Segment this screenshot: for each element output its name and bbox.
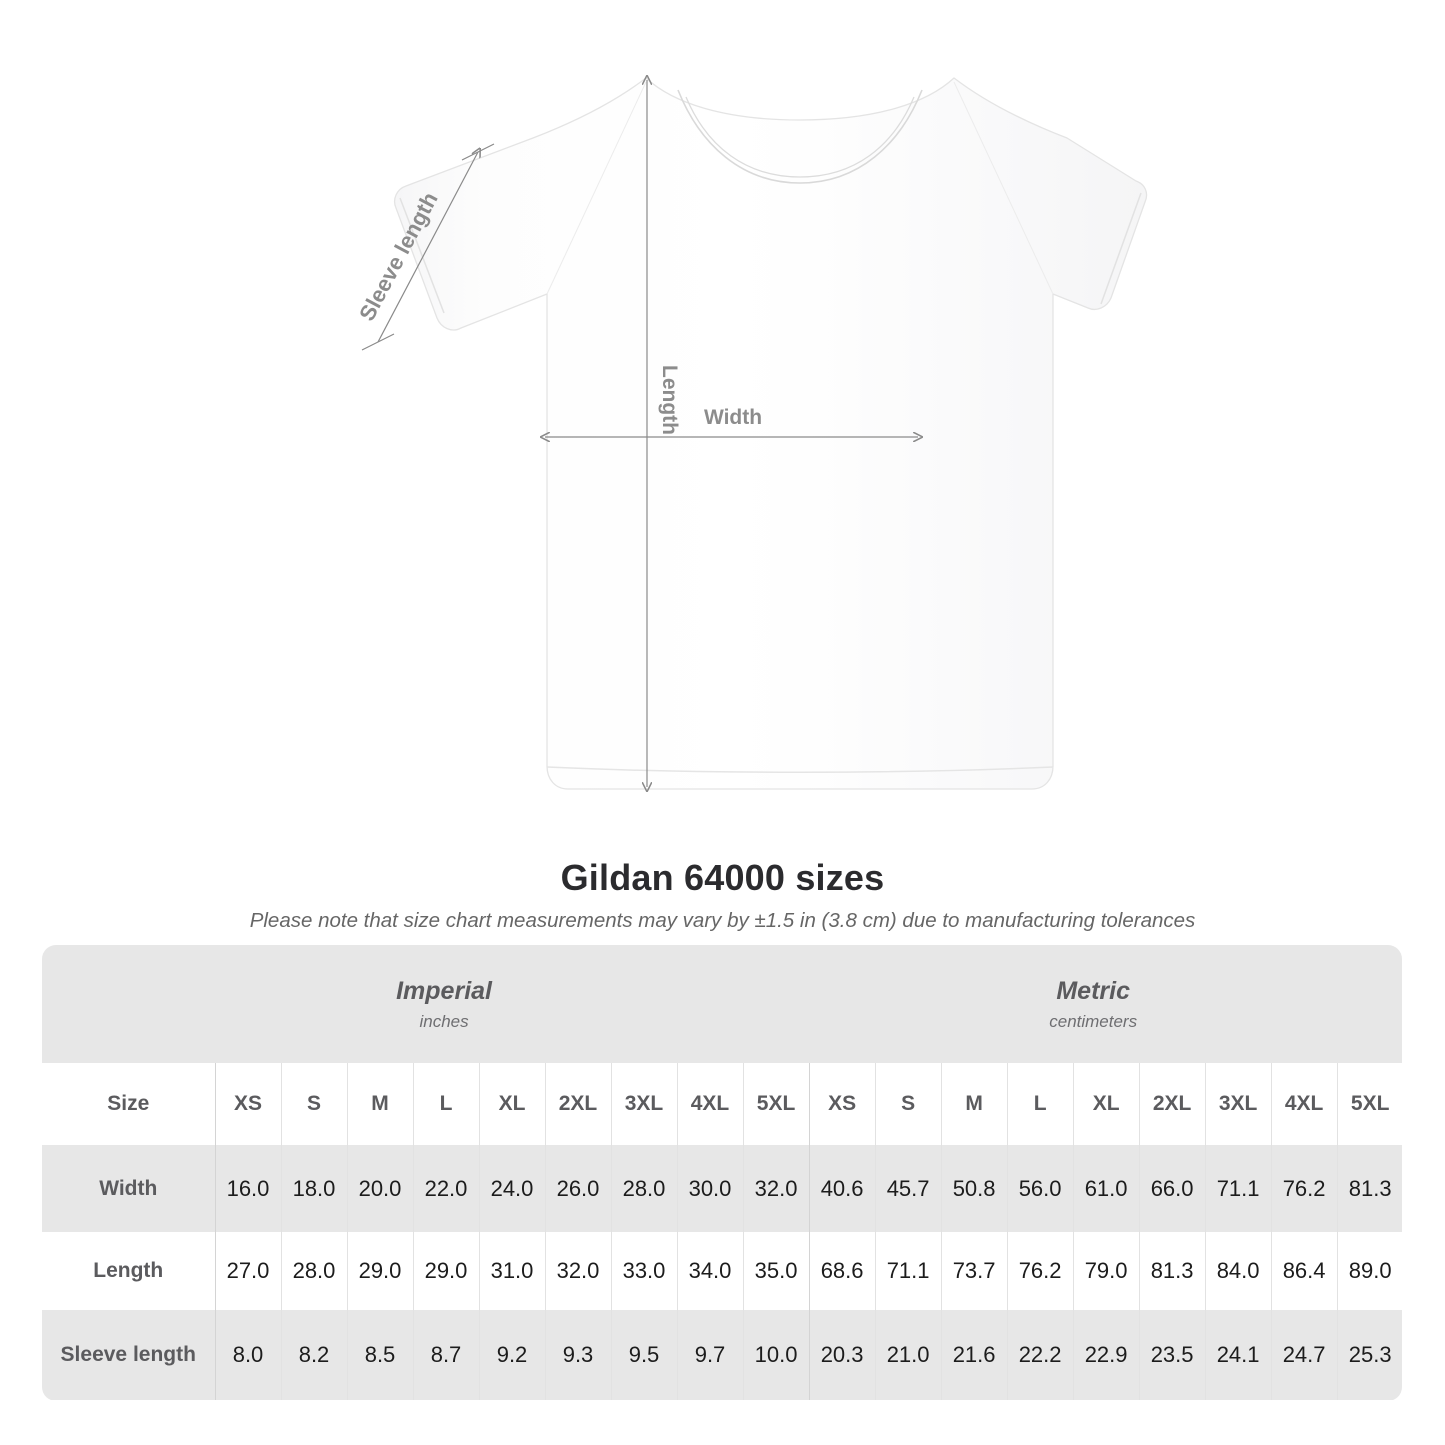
svg-text:Width: Width — [704, 406, 762, 429]
svg-text:Length: Length — [658, 365, 681, 435]
